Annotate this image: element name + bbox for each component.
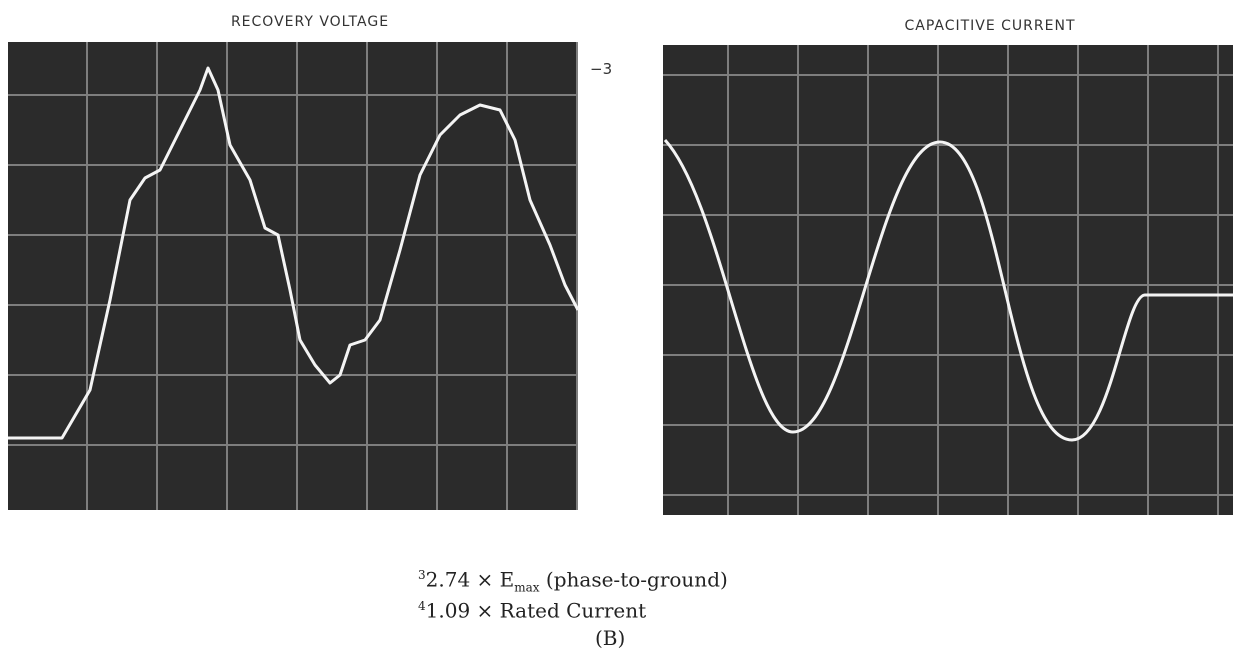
scale-marker: −3 <box>590 60 612 78</box>
footnote-mark: 3 <box>418 568 426 582</box>
figure: RECOVERY VOLTAGE CAPACITIVE CURRENT −3 <box>0 0 1238 545</box>
subscript: max <box>514 581 539 595</box>
panel-title: CAPACITIVE CURRENT <box>904 18 1075 34</box>
caption-text: 2.74 × E <box>426 568 515 592</box>
caption-text: (phase-to-ground) <box>540 568 728 592</box>
page: RECOVERY VOLTAGE CAPACITIVE CURRENT −3 3… <box>0 0 1238 655</box>
caption-line: 41.09 × Rated Current <box>418 594 646 624</box>
screen <box>8 42 578 510</box>
caption-text: 1.09 × Rated Current <box>426 599 647 623</box>
panel-title: RECOVERY VOLTAGE <box>231 14 389 30</box>
footnote-mark: 4 <box>418 599 426 613</box>
figure-label: (B) <box>595 626 625 651</box>
